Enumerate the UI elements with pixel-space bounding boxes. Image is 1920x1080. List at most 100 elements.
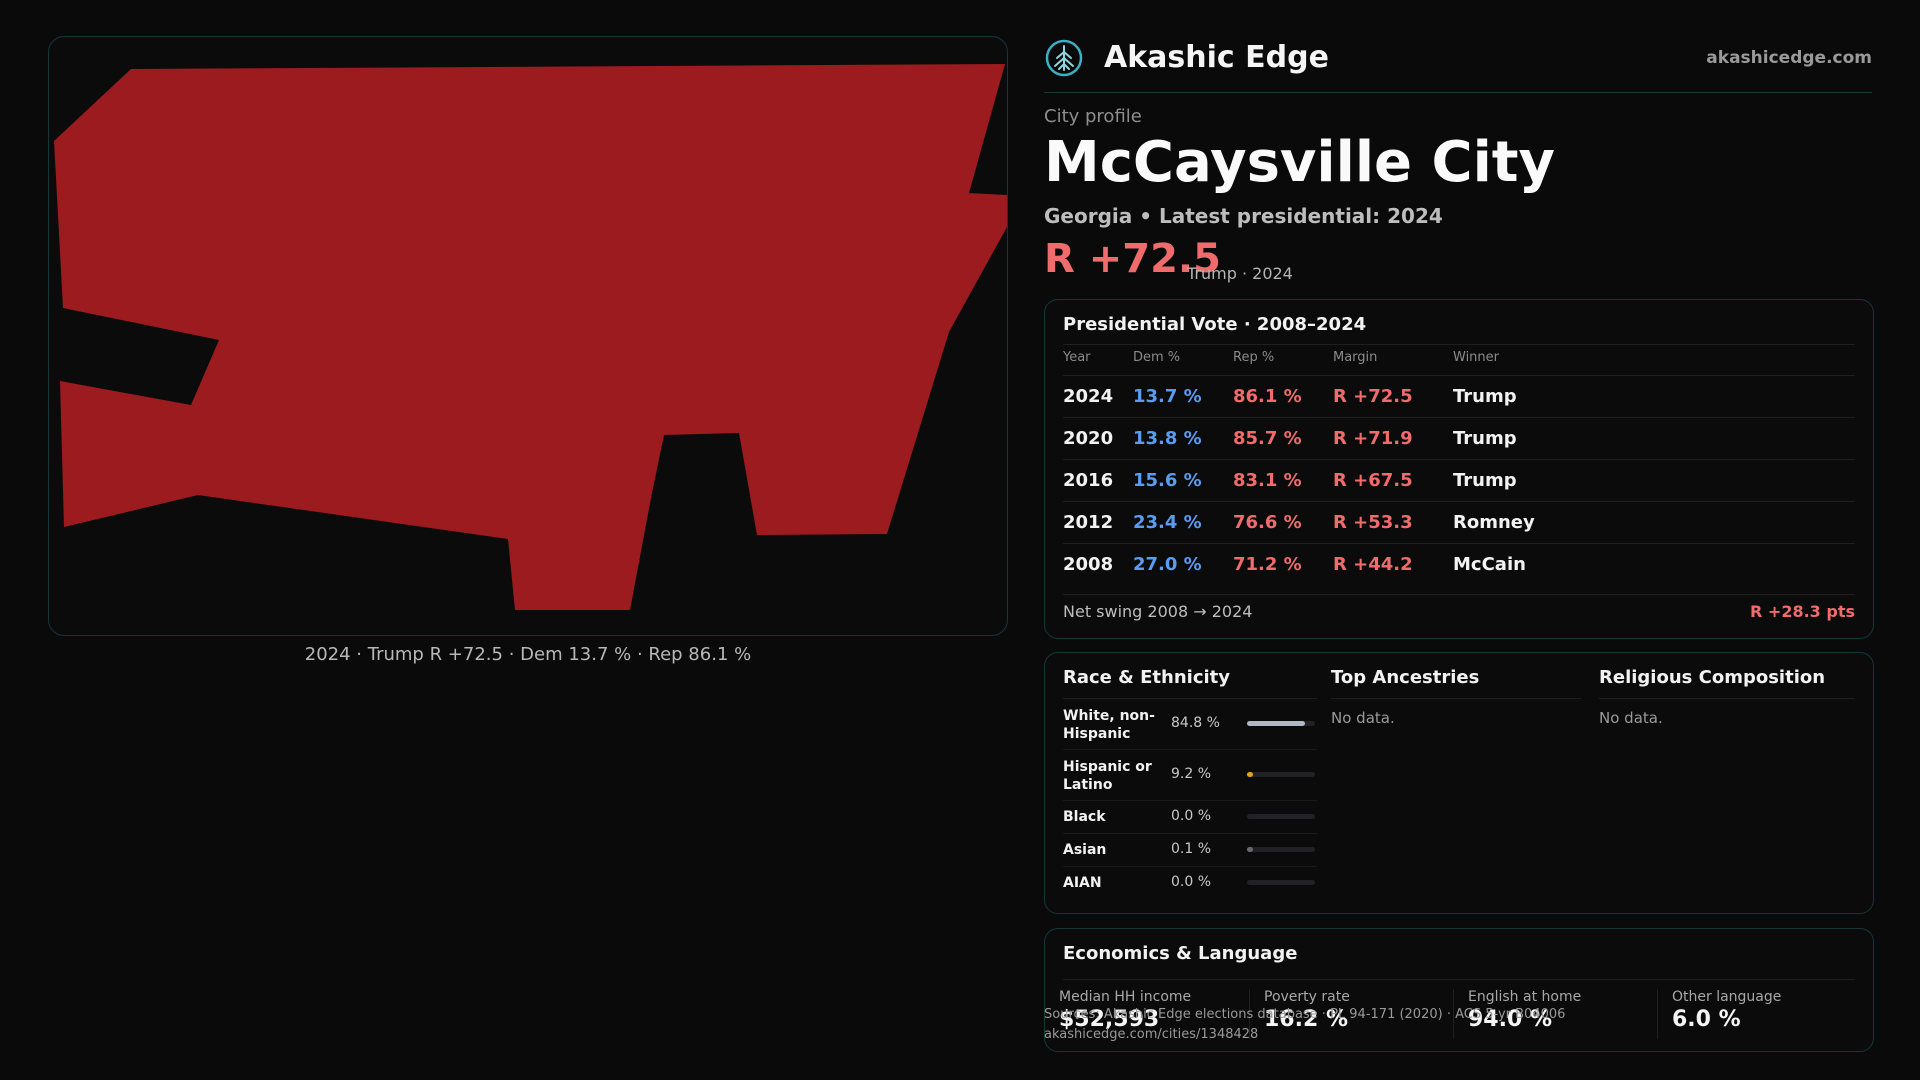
stat-label: Poverty rate xyxy=(1264,989,1350,1005)
divider xyxy=(1063,344,1855,345)
latest-margin: R +72.5 xyxy=(1044,236,1221,282)
rep-cell: 83.1 % xyxy=(1233,470,1302,491)
margin-cell: R +67.5 xyxy=(1333,470,1413,491)
presidential-vote-title: Presidential Vote · 2008–2024 xyxy=(1063,314,1367,335)
race-bar-fill xyxy=(1247,721,1305,726)
race-row: White, non-Hispanic 84.8 % xyxy=(1063,699,1317,750)
margin-cell: R +53.3 xyxy=(1333,512,1413,533)
religion-column: Religious Composition No data. xyxy=(1599,667,1855,727)
stat-median-income: Median HH income $52,593 xyxy=(1045,989,1249,1039)
rep-cell: 85.7 % xyxy=(1233,428,1302,449)
winner-cell: Romney xyxy=(1453,512,1535,533)
source-footer: Sources: Akashic Edge elections database… xyxy=(1044,1005,1565,1045)
race-name: Black xyxy=(1063,809,1106,825)
dem-cell: 15.6 % xyxy=(1133,470,1202,491)
latest-margin-note: Trump · 2024 xyxy=(1187,264,1293,283)
ancestries-column: Top Ancestries No data. xyxy=(1331,667,1581,727)
profile-subtitle: Georgia • Latest presidential: 2024 xyxy=(1044,204,1443,228)
stat-english-home: English at home 94.0 % xyxy=(1453,989,1658,1039)
race-pct: 0.1 % xyxy=(1171,841,1212,857)
site-link[interactable]: akashicedge.com xyxy=(1706,48,1872,68)
table-row[interactable]: 2012 23.4 % 76.6 % R +53.3 Romney xyxy=(1063,501,1855,544)
stat-value: 94.0 % xyxy=(1468,1007,1552,1032)
source-citation: Sources: Akashic Edge elections database… xyxy=(1044,1007,1566,1022)
dem-cell: 23.4 % xyxy=(1133,512,1202,533)
site-header: Akashic Edge akashicedge.com xyxy=(1044,36,1872,93)
race-pct: 0.0 % xyxy=(1171,874,1212,890)
race-bar-track xyxy=(1247,880,1315,885)
economics-title: Economics & Language xyxy=(1063,943,1298,964)
race-ethnicity-column: Race & Ethnicity White, non-Hispanic 84.… xyxy=(1063,667,1317,899)
table-row[interactable]: 2024 13.7 % 86.1 % R +72.5 Trump xyxy=(1063,375,1855,418)
city-boundary-shape[interactable] xyxy=(54,64,1007,610)
dem-cell: 13.8 % xyxy=(1133,428,1202,449)
brand-name: Akashic Edge xyxy=(1104,40,1329,75)
profile-kicker: City profile xyxy=(1044,106,1142,127)
margin-cell: R +72.5 xyxy=(1333,386,1413,407)
rep-cell: 86.1 % xyxy=(1233,386,1302,407)
stat-value: 16.2 % xyxy=(1264,1007,1348,1032)
divider xyxy=(1063,594,1855,595)
year-cell: 2012 xyxy=(1063,512,1114,533)
race-bar-fill xyxy=(1247,847,1253,852)
race-pct: 9.2 % xyxy=(1171,766,1212,782)
winner-cell: McCain xyxy=(1453,554,1526,575)
stat-label: Median HH income xyxy=(1059,989,1192,1005)
race-name: Asian xyxy=(1063,842,1107,858)
margin-cell: R +71.9 xyxy=(1333,428,1413,449)
race-bar-track xyxy=(1247,814,1315,819)
rep-cell: 76.6 % xyxy=(1233,512,1302,533)
stat-value: $52,593 xyxy=(1059,1007,1160,1032)
stat-label: Other language xyxy=(1672,989,1782,1005)
year-cell: 2024 xyxy=(1063,386,1114,407)
ancestries-empty: No data. xyxy=(1331,709,1395,727)
col-header-winner: Winner xyxy=(1453,350,1500,365)
stat-value: 6.0 % xyxy=(1672,1007,1741,1032)
table-row[interactable]: 2020 13.8 % 85.7 % R +71.9 Trump xyxy=(1063,417,1855,460)
race-name: Hispanic or Latino xyxy=(1063,759,1152,793)
col-header-margin: Margin xyxy=(1333,350,1378,365)
year-cell: 2008 xyxy=(1063,554,1114,575)
winner-cell: Trump xyxy=(1453,428,1517,449)
race-ethnicity-title: Race & Ethnicity xyxy=(1063,667,1317,699)
ancestries-title: Top Ancestries xyxy=(1331,667,1581,699)
rep-cell: 71.2 % xyxy=(1233,554,1302,575)
race-row: Black 0.0 % xyxy=(1063,801,1317,834)
race-row: AIAN 0.0 % xyxy=(1063,867,1317,899)
stat-other-language: Other language 6.0 % xyxy=(1657,989,1862,1039)
divider xyxy=(1063,979,1855,980)
col-header-dem: Dem % xyxy=(1133,350,1181,365)
col-header-rep: Rep % xyxy=(1233,350,1275,365)
stat-poverty-rate: Poverty rate 16.2 % xyxy=(1249,989,1454,1039)
race-row: Hispanic or Latino 9.2 % xyxy=(1063,750,1317,801)
race-bar-track xyxy=(1247,847,1315,852)
page-title: McCaysville City xyxy=(1044,130,1556,195)
map-caption: 2024 · Trump R +72.5 · Dem 13.7 % · Rep … xyxy=(304,644,752,665)
year-cell: 2016 xyxy=(1063,470,1114,491)
race-pct: 0.0 % xyxy=(1171,808,1212,824)
race-bar-track xyxy=(1247,772,1315,777)
economics-card: Economics & Language Median HH income $5… xyxy=(1044,928,1874,1052)
dem-cell: 13.7 % xyxy=(1133,386,1202,407)
dem-cell: 27.0 % xyxy=(1133,554,1202,575)
year-cell: 2020 xyxy=(1063,428,1114,449)
table-row[interactable]: 2008 27.0 % 71.2 % R +44.2 McCain xyxy=(1063,543,1855,586)
city-boundary-map xyxy=(54,64,1007,610)
city-map[interactable] xyxy=(48,36,1008,636)
race-bar-fill xyxy=(1247,772,1254,777)
presidential-vote-card: Presidential Vote · 2008–2024 Year Dem %… xyxy=(1044,299,1874,639)
race-bar-track xyxy=(1247,721,1315,726)
tree-globe-icon[interactable] xyxy=(1044,38,1084,78)
margin-cell: R +44.2 xyxy=(1333,554,1413,575)
table-row[interactable]: 2016 15.6 % 83.1 % R +67.5 Trump xyxy=(1063,459,1855,502)
religion-empty: No data. xyxy=(1599,709,1663,727)
race-name: White, non-Hispanic xyxy=(1063,708,1155,742)
religion-title: Religious Composition xyxy=(1599,667,1855,699)
source-url[interactable]: akashicedge.com/cities/1348428 xyxy=(1044,1027,1259,1042)
net-swing-label: Net swing 2008 → 2024 xyxy=(1063,602,1253,621)
col-header-year: Year xyxy=(1063,350,1091,365)
stat-label: English at home xyxy=(1468,989,1582,1005)
winner-cell: Trump xyxy=(1453,470,1517,491)
demographics-card: Race & Ethnicity White, non-Hispanic 84.… xyxy=(1044,652,1874,914)
race-row: Asian 0.1 % xyxy=(1063,834,1317,867)
